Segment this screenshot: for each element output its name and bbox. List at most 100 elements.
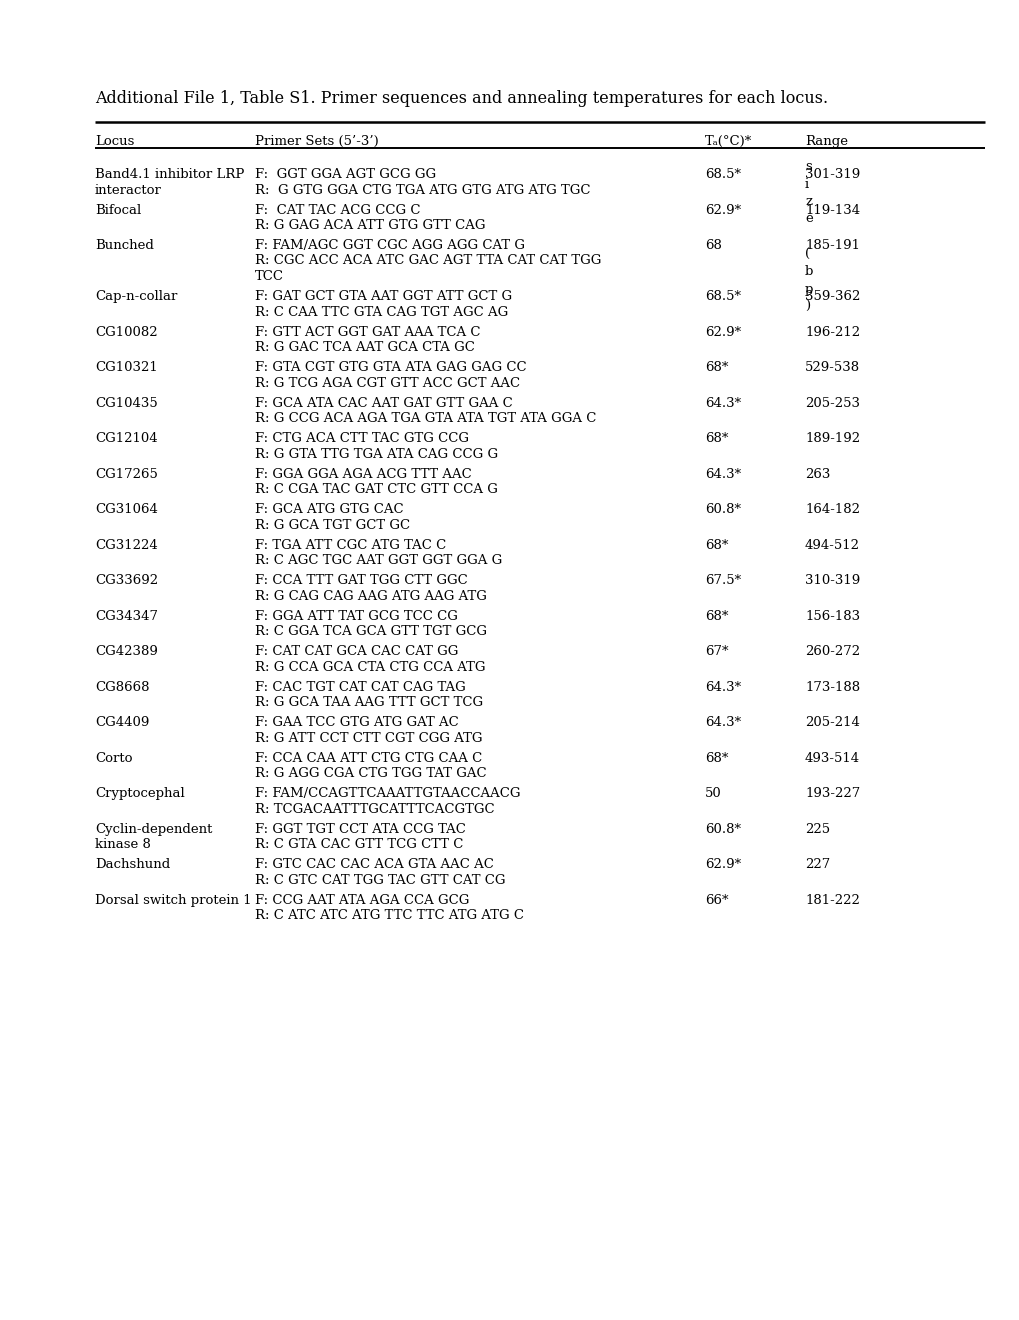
Text: 310-319: 310-319 (804, 574, 859, 587)
Text: 156-183: 156-183 (804, 610, 859, 623)
Text: Tₐ(°C)*: Tₐ(°C)* (704, 135, 752, 148)
Text: ): ) (804, 300, 809, 313)
Text: 119-134: 119-134 (804, 203, 859, 216)
Text: F: CCA CAA ATT CTG CTG CAA C: F: CCA CAA ATT CTG CTG CAA C (255, 751, 482, 764)
Text: F: GAA TCC GTG ATG GAT AC: F: GAA TCC GTG ATG GAT AC (255, 715, 459, 729)
Text: CG12104: CG12104 (95, 432, 158, 445)
Text: 50: 50 (704, 787, 721, 800)
Text: 301-319: 301-319 (804, 168, 859, 181)
Text: 62.9*: 62.9* (704, 858, 741, 871)
Text: F: GTA CGT GTG GTA ATA GAG GAG CC: F: GTA CGT GTG GTA ATA GAG GAG CC (255, 360, 526, 374)
Text: Corto: Corto (95, 751, 132, 764)
Text: 164-182: 164-182 (804, 503, 859, 516)
Text: R: G GAC TCA AAT GCA CTA GC: R: G GAC TCA AAT GCA CTA GC (255, 341, 475, 354)
Text: F: CCG AAT ATA AGA CCA GCG: F: CCG AAT ATA AGA CCA GCG (255, 894, 469, 907)
Text: 189-192: 189-192 (804, 432, 859, 445)
Text: F: GGA GGA AGA ACG TTT AAC: F: GGA GGA AGA ACG TTT AAC (255, 467, 472, 480)
Text: e: e (804, 213, 812, 226)
Text: CG17265: CG17265 (95, 467, 158, 480)
Text: CG4409: CG4409 (95, 715, 149, 729)
Text: 68.5*: 68.5* (704, 290, 740, 304)
Text: 359-362: 359-362 (804, 290, 860, 304)
Text: R: TCGACAATTTGCATTTCACGTGC: R: TCGACAATTTGCATTTCACGTGC (255, 803, 494, 816)
Text: F: CAT CAT GCA CAC CAT GG: F: CAT CAT GCA CAC CAT GG (255, 645, 458, 657)
Text: 529-538: 529-538 (804, 360, 859, 374)
Text: b: b (804, 265, 812, 279)
Text: CG42389: CG42389 (95, 645, 158, 657)
Text: R:  G GTG GGA CTG TGA ATG GTG ATG ATG TGC: R: G GTG GGA CTG TGA ATG GTG ATG ATG TGC (255, 183, 590, 197)
Text: Additional File 1, Table S1. Primer sequences and annealing temperatures for eac: Additional File 1, Table S1. Primer sequ… (95, 90, 827, 107)
Text: Cap-n-collar: Cap-n-collar (95, 290, 177, 304)
Text: CG34347: CG34347 (95, 610, 158, 623)
Text: 64.3*: 64.3* (704, 396, 741, 409)
Text: 185-191: 185-191 (804, 239, 859, 252)
Text: R: C GTA CAC GTT TCG CTT C: R: C GTA CAC GTT TCG CTT C (255, 838, 463, 851)
Text: 263: 263 (804, 467, 829, 480)
Text: F: FAM/CCAGTTCAAATTGTAACCAACG: F: FAM/CCAGTTCAAATTGTAACCAACG (255, 787, 520, 800)
Text: CG8668: CG8668 (95, 681, 150, 693)
Text: 196-212: 196-212 (804, 326, 859, 338)
Text: s: s (804, 160, 811, 173)
Text: 67.5*: 67.5* (704, 574, 741, 587)
Text: CG10321: CG10321 (95, 360, 158, 374)
Text: Band4.1 inhibitor LRP: Band4.1 inhibitor LRP (95, 168, 245, 181)
Text: 60.8*: 60.8* (704, 822, 740, 836)
Text: CG10082: CG10082 (95, 326, 158, 338)
Text: F: GTC CAC CAC ACA GTA AAC AC: F: GTC CAC CAC ACA GTA AAC AC (255, 858, 493, 871)
Text: 68*: 68* (704, 432, 728, 445)
Text: F:  GGT GGA AGT GCG GG: F: GGT GGA AGT GCG GG (255, 168, 436, 181)
Text: 62.9*: 62.9* (704, 203, 741, 216)
Text: R: C GTC CAT TGG TAC GTT CAT CG: R: C GTC CAT TGG TAC GTT CAT CG (255, 874, 505, 887)
Text: 62.9*: 62.9* (704, 326, 741, 338)
Text: F: CAC TGT CAT CAT CAG TAG: F: CAC TGT CAT CAT CAG TAG (255, 681, 466, 693)
Text: 68*: 68* (704, 539, 728, 552)
Text: 494-512: 494-512 (804, 539, 859, 552)
Text: R: G GAG ACA ATT GTG GTT CAG: R: G GAG ACA ATT GTG GTT CAG (255, 219, 485, 232)
Text: p: p (804, 282, 812, 296)
Text: 68*: 68* (704, 610, 728, 623)
Text: Primer Sets (5’-3’): Primer Sets (5’-3’) (255, 135, 378, 148)
Text: 68*: 68* (704, 751, 728, 764)
Text: 64.3*: 64.3* (704, 467, 741, 480)
Text: Range: Range (804, 135, 847, 148)
Text: Bifocal: Bifocal (95, 203, 141, 216)
Text: interactor: interactor (95, 183, 162, 197)
Text: 68: 68 (704, 239, 721, 252)
Text: R: G CCG ACA AGA TGA GTA ATA TGT ATA GGA C: R: G CCG ACA AGA TGA GTA ATA TGT ATA GGA… (255, 412, 596, 425)
Text: 68.5*: 68.5* (704, 168, 740, 181)
Text: 64.3*: 64.3* (704, 681, 741, 693)
Text: 64.3*: 64.3* (704, 715, 741, 729)
Text: kinase 8: kinase 8 (95, 838, 151, 851)
Text: 260-272: 260-272 (804, 645, 859, 657)
Text: R: C CAA TTC GTA CAG TGT AGC AG: R: C CAA TTC GTA CAG TGT AGC AG (255, 305, 507, 318)
Text: F: GTT ACT GGT GAT AAA TCA C: F: GTT ACT GGT GAT AAA TCA C (255, 326, 480, 338)
Text: R: G TCG AGA CGT GTT ACC GCT AAC: R: G TCG AGA CGT GTT ACC GCT AAC (255, 376, 520, 389)
Text: 60.8*: 60.8* (704, 503, 740, 516)
Text: F: FAM/AGC GGT CGC AGG AGG CAT G: F: FAM/AGC GGT CGC AGG AGG CAT G (255, 239, 525, 252)
Text: F: GGT TGT CCT ATA CCG TAC: F: GGT TGT CCT ATA CCG TAC (255, 822, 466, 836)
Text: R: G GTA TTG TGA ATA CAG CCG G: R: G GTA TTG TGA ATA CAG CCG G (255, 447, 497, 461)
Text: CG10435: CG10435 (95, 396, 158, 409)
Text: Locus: Locus (95, 135, 135, 148)
Text: Bunched: Bunched (95, 239, 154, 252)
Text: CG31224: CG31224 (95, 539, 158, 552)
Text: 173-188: 173-188 (804, 681, 859, 693)
Text: 181-222: 181-222 (804, 894, 859, 907)
Text: R: C AGC TGC AAT GGT GGT GGA G: R: C AGC TGC AAT GGT GGT GGA G (255, 554, 501, 568)
Text: Dachshund: Dachshund (95, 858, 170, 871)
Text: 225: 225 (804, 822, 829, 836)
Text: R: C GGA TCA GCA GTT TGT GCG: R: C GGA TCA GCA GTT TGT GCG (255, 624, 486, 638)
Text: F: GGA ATT TAT GCG TCC CG: F: GGA ATT TAT GCG TCC CG (255, 610, 458, 623)
Text: R: CGC ACC ACA ATC GAC AGT TTA CAT CAT TGG: R: CGC ACC ACA ATC GAC AGT TTA CAT CAT T… (255, 255, 601, 268)
Text: Dorsal switch protein 1: Dorsal switch protein 1 (95, 894, 252, 907)
Text: i: i (804, 177, 808, 190)
Text: R: G CAG CAG AAG ATG AAG ATG: R: G CAG CAG AAG ATG AAG ATG (255, 590, 486, 602)
Text: R: G GCA TGT GCT GC: R: G GCA TGT GCT GC (255, 519, 410, 532)
Text: TCC: TCC (255, 271, 283, 282)
Text: 193-227: 193-227 (804, 787, 859, 800)
Text: 68*: 68* (704, 360, 728, 374)
Text: F: GCA ATG GTG CAC: F: GCA ATG GTG CAC (255, 503, 404, 516)
Text: Cryptocephal: Cryptocephal (95, 787, 184, 800)
Text: F: TGA ATT CGC ATG TAC C: F: TGA ATT CGC ATG TAC C (255, 539, 446, 552)
Text: R: G AGG CGA CTG TGG TAT GAC: R: G AGG CGA CTG TGG TAT GAC (255, 767, 486, 780)
